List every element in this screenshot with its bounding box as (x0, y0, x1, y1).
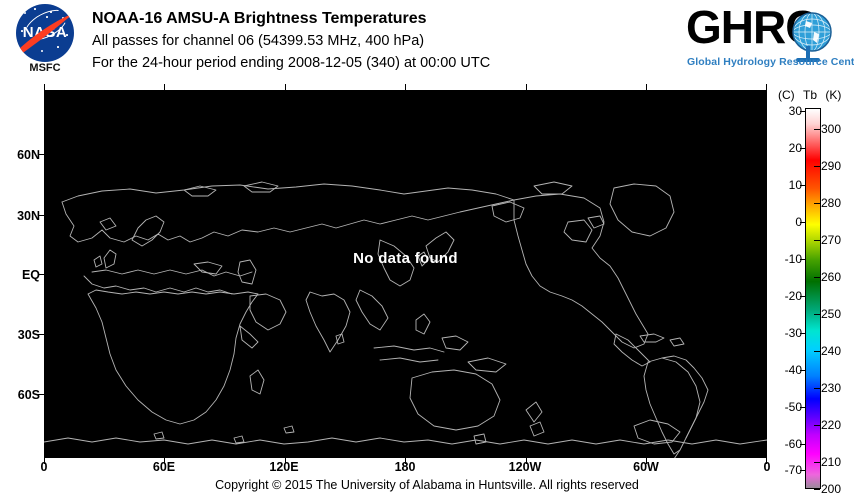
nasa-logo: NASA MSFC (10, 4, 82, 76)
msfc-label: MSFC (29, 62, 61, 74)
lon-tick-0-right (766, 458, 767, 464)
world-coastlines (44, 90, 767, 458)
cb-celsius-m70: -70 (784, 463, 802, 477)
lon-label-0-left: 0 (40, 460, 48, 474)
lat-tick-30s (38, 334, 44, 335)
lat-label-60n: 60N (17, 148, 40, 162)
colorbar-variable: Tb (803, 88, 818, 102)
page-title: NOAA-16 AMSU-A Brightness Temperatures (92, 10, 427, 27)
lon-tick-top-120w (526, 84, 527, 90)
cb-celsius-m20: -20 (784, 289, 802, 303)
lon-tick-120w (526, 458, 527, 464)
lat-tick-eq (38, 274, 44, 275)
cb-kelvin-290: 290 (821, 159, 842, 173)
lon-tick-0-left (44, 458, 45, 464)
lon-label-120w: 120W (508, 460, 542, 474)
cb-kelvin-270: 270 (821, 233, 842, 247)
lon-tick-top-0-right (766, 84, 767, 90)
cb-kelvin-220: 220 (821, 418, 842, 432)
cb-kelvin-210: 210 (821, 455, 842, 469)
cb-kelvin-300: 300 (821, 122, 842, 136)
cb-kelvin-260: 260 (821, 270, 842, 284)
globe-base (796, 58, 820, 62)
ghrc-logo: GHRC Global Hydrology Resource Center (686, 4, 854, 72)
lon-label-0-right: 0 (763, 460, 771, 474)
title-subtitle-period: For the 24-hour period ending 2008-12-05… (92, 55, 491, 71)
lat-tick-60s (38, 394, 44, 395)
lon-tick-top-180 (405, 84, 406, 90)
cb-celsius-m30: -30 (784, 326, 802, 340)
cb-kelvin-230: 230 (821, 381, 842, 395)
colorbar-unit-celsius: (C) (778, 88, 795, 102)
globe-icon (792, 12, 832, 52)
cb-celsius-10: 10 (788, 178, 802, 192)
lon-tick-top-60e (164, 84, 165, 90)
cb-celsius-20: 20 (788, 141, 802, 155)
cb-kelvin-280: 280 (821, 196, 842, 210)
ghrc-tagline: Global Hydrology Resource Center (687, 56, 854, 68)
lat-label-30s: 30S (17, 328, 40, 342)
nasa-swoosh-icon (16, 13, 74, 55)
lat-label-30n: 30N (17, 209, 40, 223)
title-block: NOAA-16 AMSU-A Brightness Temperatures A… (92, 8, 692, 74)
cb-kelvin-240: 240 (821, 344, 842, 358)
lon-tick-top-60w (646, 84, 647, 90)
colorbar-unit-kelvin: (K) (825, 88, 842, 102)
lon-tick-top-0-left (44, 84, 45, 90)
colorbar-header: (C) Tb (K) (778, 88, 854, 102)
no-data-message: No data found (353, 250, 458, 267)
cb-celsius-m10: -10 (784, 252, 802, 266)
lat-label-60s: 60S (17, 388, 40, 402)
cb-kelvin-200: 200 (821, 482, 842, 496)
lat-label-eq: EQ (21, 268, 40, 282)
lon-label-60e: 60E (152, 460, 176, 474)
cb-celsius-m50: -50 (784, 400, 802, 414)
lon-tick-120e (285, 458, 286, 464)
cb-celsius-m40: -40 (784, 363, 802, 377)
lat-tick-30n (38, 215, 44, 216)
nasa-meatball-icon: NASA (16, 4, 74, 62)
lon-label-180: 180 (394, 460, 416, 474)
cb-kelvin-250: 250 (821, 307, 842, 321)
map-plot-area[interactable]: No data found (44, 90, 767, 458)
lon-tick-180 (405, 458, 406, 464)
title-subtitle-channel: All passes for channel 06 (54399.53 MHz,… (92, 33, 425, 49)
lon-label-60w: 60W (633, 460, 659, 474)
cb-celsius-0: 0 (795, 215, 802, 229)
lon-label-120e: 120E (269, 460, 299, 474)
copyright-notice: Copyright © 2015 The University of Alaba… (215, 478, 639, 492)
cb-celsius-30: 30 (788, 104, 802, 118)
lon-tick-60e (164, 458, 165, 464)
globe-stand (806, 46, 810, 60)
lon-tick-60w (646, 458, 647, 464)
cb-celsius-m60: -60 (784, 437, 802, 451)
lon-tick-top-120e (285, 84, 286, 90)
lat-tick-60n (38, 154, 44, 155)
